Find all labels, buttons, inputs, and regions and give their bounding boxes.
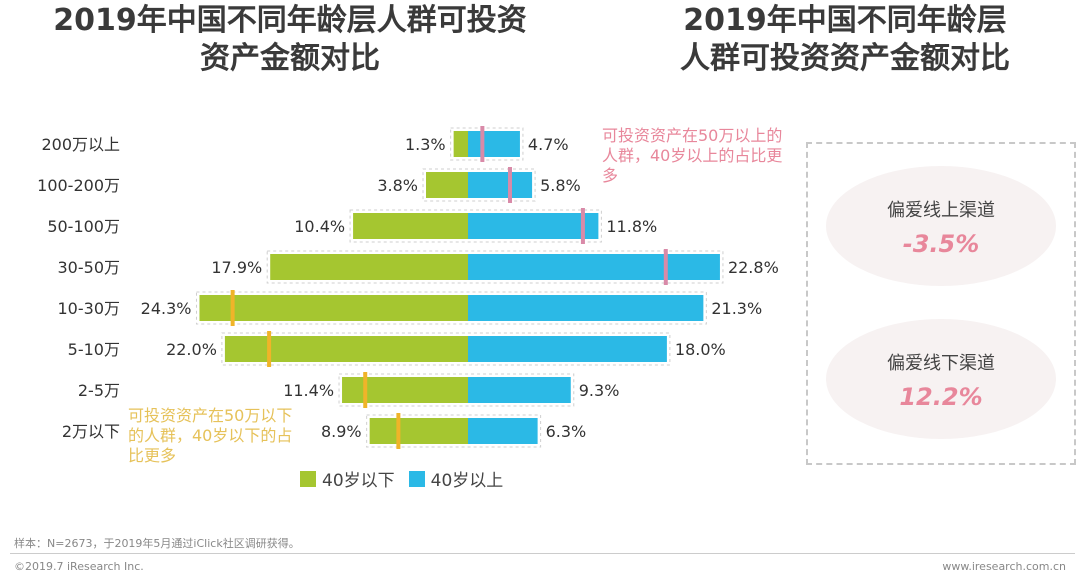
- bar-outline: [450, 127, 524, 161]
- legend-label-over40: 40岁以上: [430, 471, 504, 491]
- online-channel-value: -3.5%: [902, 230, 980, 258]
- category-label: 100-200万: [37, 176, 120, 195]
- bar-under40: [199, 295, 469, 321]
- category-label: 2-5万: [78, 381, 120, 400]
- bar-outline: [221, 332, 671, 366]
- value-label-under40: 8.9%: [321, 422, 362, 441]
- title-right-line1: 2019年中国不同年龄层: [683, 3, 1007, 38]
- value-label-under40: 10.4%: [294, 217, 345, 236]
- channel-preference-panel: 偏爱线上渠道 -3.5% 偏爱线下渠道 12.2%: [806, 142, 1076, 465]
- site-url[interactable]: www.iresearch.com.cn: [942, 560, 1066, 573]
- bar-outline: [366, 414, 542, 448]
- annotation-older: 可投资资产在50万以上的人群，40岁以上的占比更多: [602, 126, 783, 185]
- bar-under40: [224, 336, 468, 362]
- marker-under40: [267, 331, 272, 367]
- marker-over40: [480, 126, 485, 162]
- marker-under40: [230, 290, 235, 326]
- bar-over40: [468, 377, 571, 403]
- legend-item-over40: 40岁以上: [408, 466, 504, 491]
- offline-channel-label: 偏爱线下渠道: [887, 353, 995, 374]
- value-label-under40: 17.9%: [211, 258, 262, 277]
- title-left-line1: 2019年中国不同年龄层人群可投资: [53, 3, 527, 38]
- marker-under40: [363, 372, 368, 408]
- marker-over40: [580, 208, 585, 244]
- value-label-over40: 6.3%: [546, 422, 587, 441]
- source-note: 样本：N=2673，于2019年5月通过iClick社区调研获得。: [14, 537, 300, 550]
- diverging-bar-chart: 200万以上 1.3% 4.7% 100-200万 3.8% 5.8% 50-100万 10.…: [37, 126, 779, 449]
- annotation-younger: 可投资资产在50万以下的人群，40岁以下的占比更多: [128, 406, 293, 465]
- category-label: 2万以下: [62, 422, 120, 441]
- category-label: 50-100万: [47, 217, 120, 236]
- bar-outline: [349, 209, 602, 243]
- bar-outline: [266, 250, 724, 284]
- title-left-line2: 资产金额对比: [200, 41, 380, 76]
- legend-swatch-over40: [408, 470, 425, 487]
- title-right-line2: 人群可投资资产金额对比: [680, 41, 1010, 76]
- online-channel-bubble: 偏爱线上渠道 -3.5%: [826, 166, 1056, 286]
- value-label-over40: 22.8%: [728, 258, 779, 277]
- value-label-under40: 22.0%: [166, 340, 217, 359]
- bar-over40: [468, 254, 720, 280]
- bar-over40: [468, 131, 520, 157]
- chart-title-right: 2019年中国不同年龄层 人群可投资资产金额对比: [620, 2, 1070, 78]
- category-label: 200万以上: [41, 135, 120, 154]
- value-label-under40: 1.3%: [405, 135, 446, 154]
- value-label-over40: 9.3%: [579, 381, 620, 400]
- bar-over40: [468, 336, 667, 362]
- bar-under40: [426, 172, 468, 198]
- bar-under40: [369, 418, 468, 444]
- marker-under40: [396, 413, 401, 449]
- bar-under40: [353, 213, 468, 239]
- marker-over40: [663, 249, 668, 285]
- bar-over40: [468, 172, 533, 198]
- bar-outline: [195, 291, 707, 325]
- chart-legend: 40岁以下 40岁以上: [300, 466, 503, 491]
- bar-over40: [468, 213, 599, 239]
- category-label: 30-50万: [58, 258, 121, 277]
- category-label: 5-10万: [68, 340, 120, 359]
- bar-under40: [453, 131, 468, 157]
- copyright: ©2019.7 iResearch Inc.: [14, 560, 144, 573]
- offline-channel-value: 12.2%: [899, 383, 983, 411]
- bar-under40: [270, 254, 468, 280]
- legend-item-under40: 40岁以下: [300, 466, 395, 491]
- category-label: 10-30万: [58, 299, 121, 318]
- bar-over40: [468, 418, 538, 444]
- bar-over40: [468, 295, 704, 321]
- value-label-over40: 5.8%: [540, 176, 581, 195]
- value-label-over40: 18.0%: [675, 340, 726, 359]
- chart-title-left: 2019年中国不同年龄层人群可投资 资产金额对比: [10, 2, 570, 78]
- value-label-over40: 21.3%: [711, 299, 762, 318]
- legend-label-under40: 40岁以下: [322, 471, 395, 491]
- footer-divider: [10, 553, 1075, 554]
- value-label-under40: 24.3%: [141, 299, 192, 318]
- value-label-under40: 3.8%: [377, 176, 418, 195]
- marker-over40: [507, 167, 512, 203]
- value-label-over40: 11.8%: [606, 217, 657, 236]
- bar-under40: [342, 377, 468, 403]
- bar-outline: [422, 168, 536, 202]
- legend-swatch-under40: [300, 470, 316, 487]
- online-channel-label: 偏爱线上渠道: [887, 200, 995, 221]
- value-label-over40: 4.7%: [528, 135, 569, 154]
- bar-outline: [338, 373, 575, 407]
- offline-channel-bubble: 偏爱线下渠道 12.2%: [826, 319, 1056, 439]
- value-label-under40: 11.4%: [283, 381, 334, 400]
